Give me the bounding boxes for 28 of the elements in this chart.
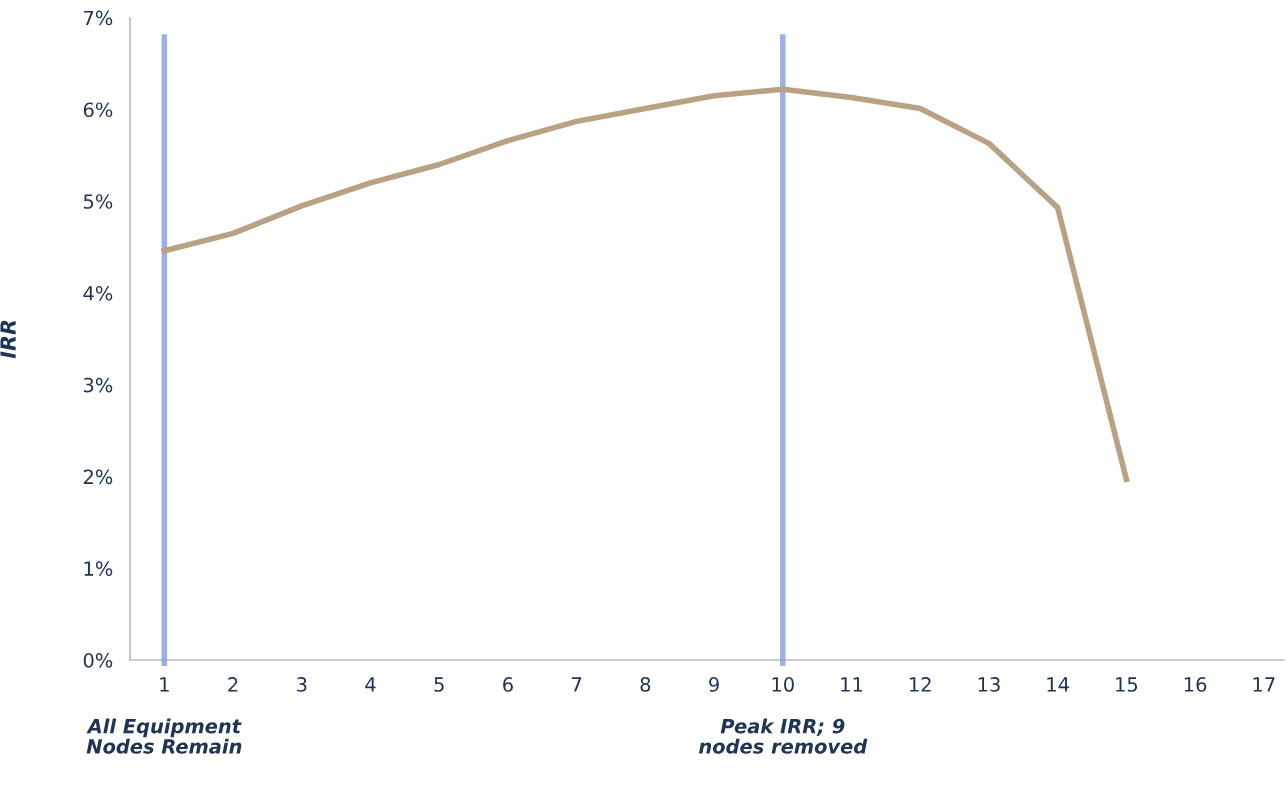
x-tick-label: 9 — [709, 677, 719, 692]
x-tick-label: 8 — [640, 677, 651, 692]
x-tick-label: 15 — [1116, 677, 1138, 692]
x-tick-label: 10 — [772, 677, 794, 692]
y-tick-label: 3% — [83, 377, 113, 393]
x-tick-label: 11 — [841, 677, 863, 692]
y-tick-label: 0% — [83, 653, 113, 668]
x-tick-label: 4 — [365, 677, 376, 692]
x-tick-label: 1 — [160, 677, 169, 692]
y-axis-title: IRR — [0, 320, 16, 359]
x-tick-label: 3 — [297, 677, 307, 692]
x-tick-label: 7 — [572, 677, 582, 692]
y-tick-label: 5% — [83, 194, 113, 209]
x-tick-label: 13 — [978, 677, 1000, 692]
x-tick-label: 17 — [1253, 677, 1275, 692]
text: All Equipment Nodes Remain — [86, 718, 242, 754]
y-tick-label: 2% — [83, 469, 113, 485]
x-tick-label: 5 — [434, 677, 444, 692]
y-tick-label: 1% — [84, 561, 113, 576]
y-tick-label: 7% — [84, 10, 113, 26]
x-tick-label: 14 — [1047, 677, 1069, 692]
x-tick-label: 2 — [228, 677, 238, 692]
x-tick-label: 12 — [909, 677, 931, 692]
x-tick-label: 6 — [503, 677, 513, 692]
text: Peak IRR; 9 nodes removed — [698, 718, 868, 754]
y-tick-label: 6% — [83, 102, 113, 118]
x-tick-label: 16 — [1184, 677, 1207, 692]
y-tick-label: 4% — [83, 285, 113, 301]
